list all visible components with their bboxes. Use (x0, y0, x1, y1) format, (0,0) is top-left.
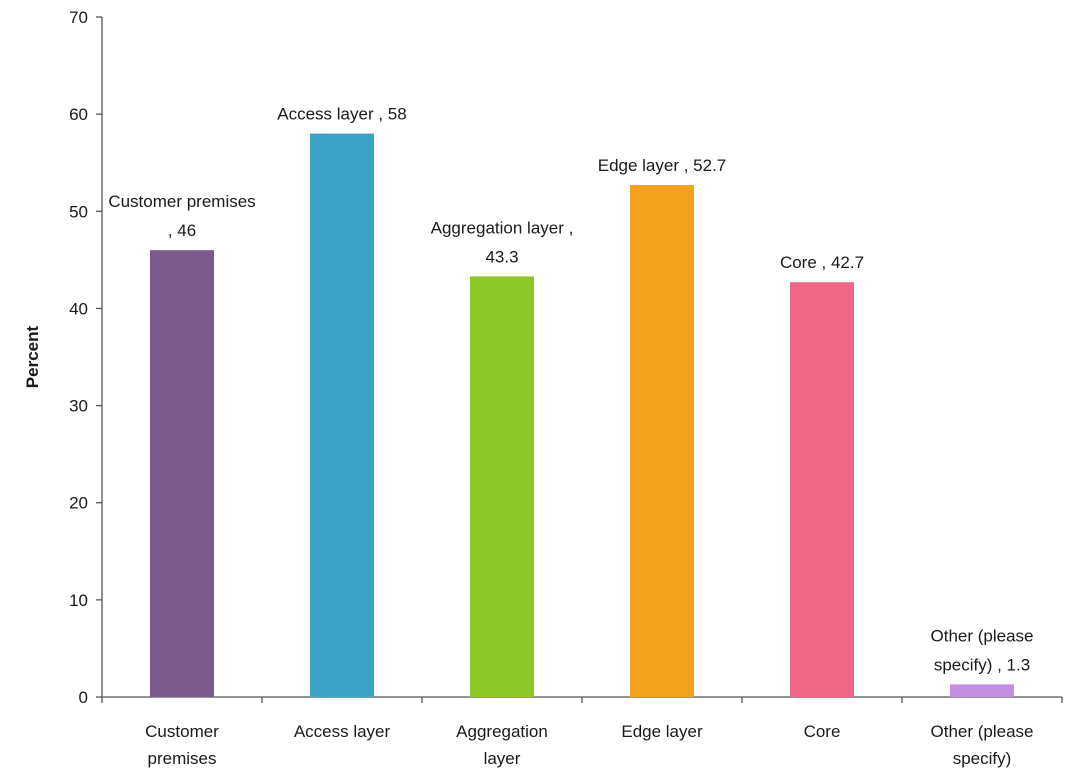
x-tick-label: Core (804, 722, 841, 741)
bar (310, 133, 374, 698)
data-label: Aggregation layer , 43.3 (431, 218, 574, 266)
y-tick-label: 0 (79, 688, 88, 707)
bar (630, 185, 694, 698)
y-tick-label: 50 (69, 202, 88, 221)
data-labels: Customer premises, 46 Access layer , 58 Ag… (108, 105, 1033, 675)
y-tick-label: 10 (69, 591, 88, 610)
y-tick-label: 60 (69, 105, 88, 124)
bar (470, 276, 534, 697)
x-tick-label: Other (please specify) (931, 722, 1034, 768)
bar (150, 250, 214, 697)
x-tick-label: Aggregation layer (456, 722, 548, 768)
y-axis-title: Percent (23, 325, 42, 388)
bar (950, 684, 1014, 697)
data-label: Core , 42.7 (780, 253, 864, 272)
x-tick-label: Access layer (294, 722, 391, 741)
data-label: Customer premises, 46 (108, 192, 255, 240)
x-tick-label: Customer premises (145, 722, 219, 768)
y-tick-label: 30 (69, 397, 88, 416)
axes: 0 10 20 30 40 50 60 70 Customer premises Access la… (69, 8, 1063, 768)
data-label: Edge layer , 52.7 (598, 156, 727, 175)
y-tick-label: 70 (69, 8, 88, 27)
y-tick-label: 20 (69, 494, 88, 513)
y-tick-label: 40 (69, 299, 88, 318)
data-label: Other (please specify) , 1.3 (931, 626, 1034, 674)
x-tick-label: Edge layer (621, 722, 703, 741)
bar (790, 282, 854, 697)
bars (150, 133, 1014, 698)
data-label: Access layer , 58 (277, 105, 406, 124)
